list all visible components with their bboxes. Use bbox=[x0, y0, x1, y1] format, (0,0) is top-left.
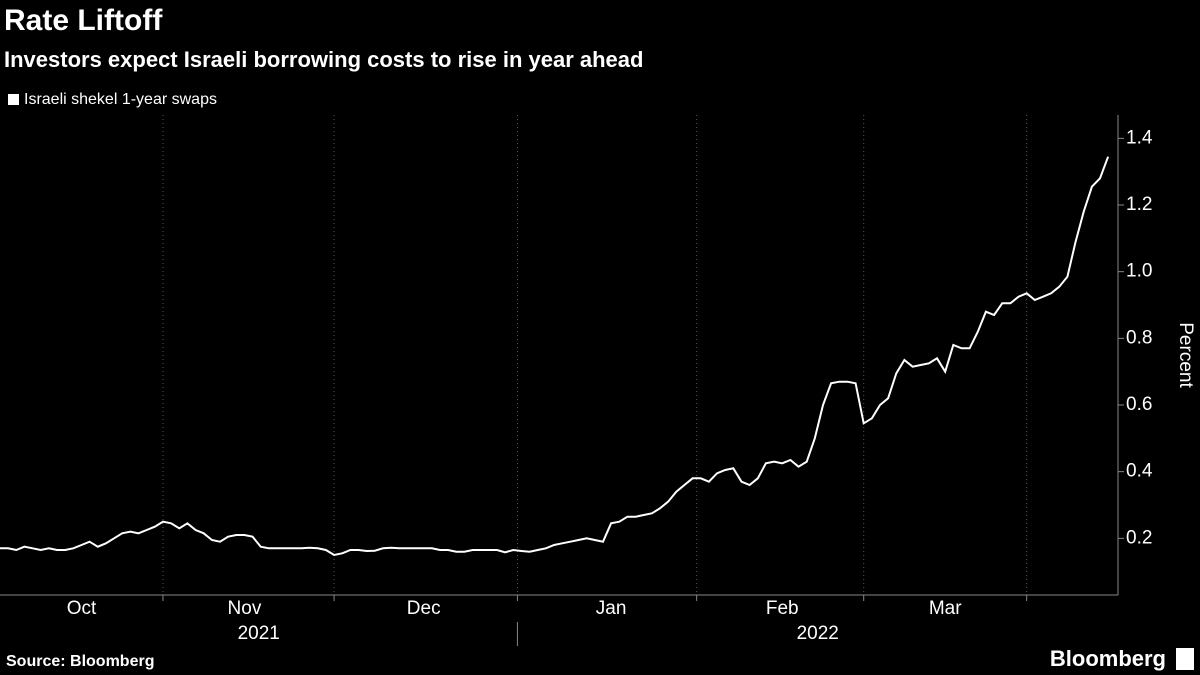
x-tick-label: Nov bbox=[228, 598, 262, 619]
brand-icon bbox=[1176, 648, 1194, 670]
brand: Bloomberg bbox=[1050, 646, 1166, 671]
y-tick-label: 1.4 bbox=[1126, 127, 1153, 148]
y-tick-label: 0.6 bbox=[1126, 394, 1152, 415]
line bbox=[0, 156, 1110, 557]
chart-subtitle: Investors expect Israeli borrowing costs… bbox=[4, 47, 643, 72]
y-tick-label: 0.4 bbox=[1126, 461, 1153, 482]
x-tick-label: Oct bbox=[67, 598, 97, 619]
year-label: 2022 bbox=[797, 623, 839, 644]
legend-label: Israeli shekel 1-year swaps bbox=[24, 91, 217, 108]
y-tick-label: 1.0 bbox=[1126, 261, 1152, 282]
x-tick-label: Mar bbox=[929, 598, 962, 619]
x-tick-label: Jan bbox=[596, 598, 627, 619]
y-tick-label: 1.2 bbox=[1126, 194, 1152, 215]
year-label: 2021 bbox=[238, 623, 280, 644]
y-axis-label: Percent bbox=[1175, 322, 1196, 388]
legend-swatch bbox=[8, 94, 19, 105]
y-tick-label: 0.8 bbox=[1126, 327, 1152, 348]
x-tick-label: Feb bbox=[766, 598, 799, 619]
x-tick-label: Dec bbox=[407, 598, 441, 619]
y-tick-label: 0.2 bbox=[1126, 527, 1152, 548]
source: Source: Bloomberg bbox=[6, 653, 154, 670]
chart-title: Rate Liftoff bbox=[4, 4, 163, 37]
